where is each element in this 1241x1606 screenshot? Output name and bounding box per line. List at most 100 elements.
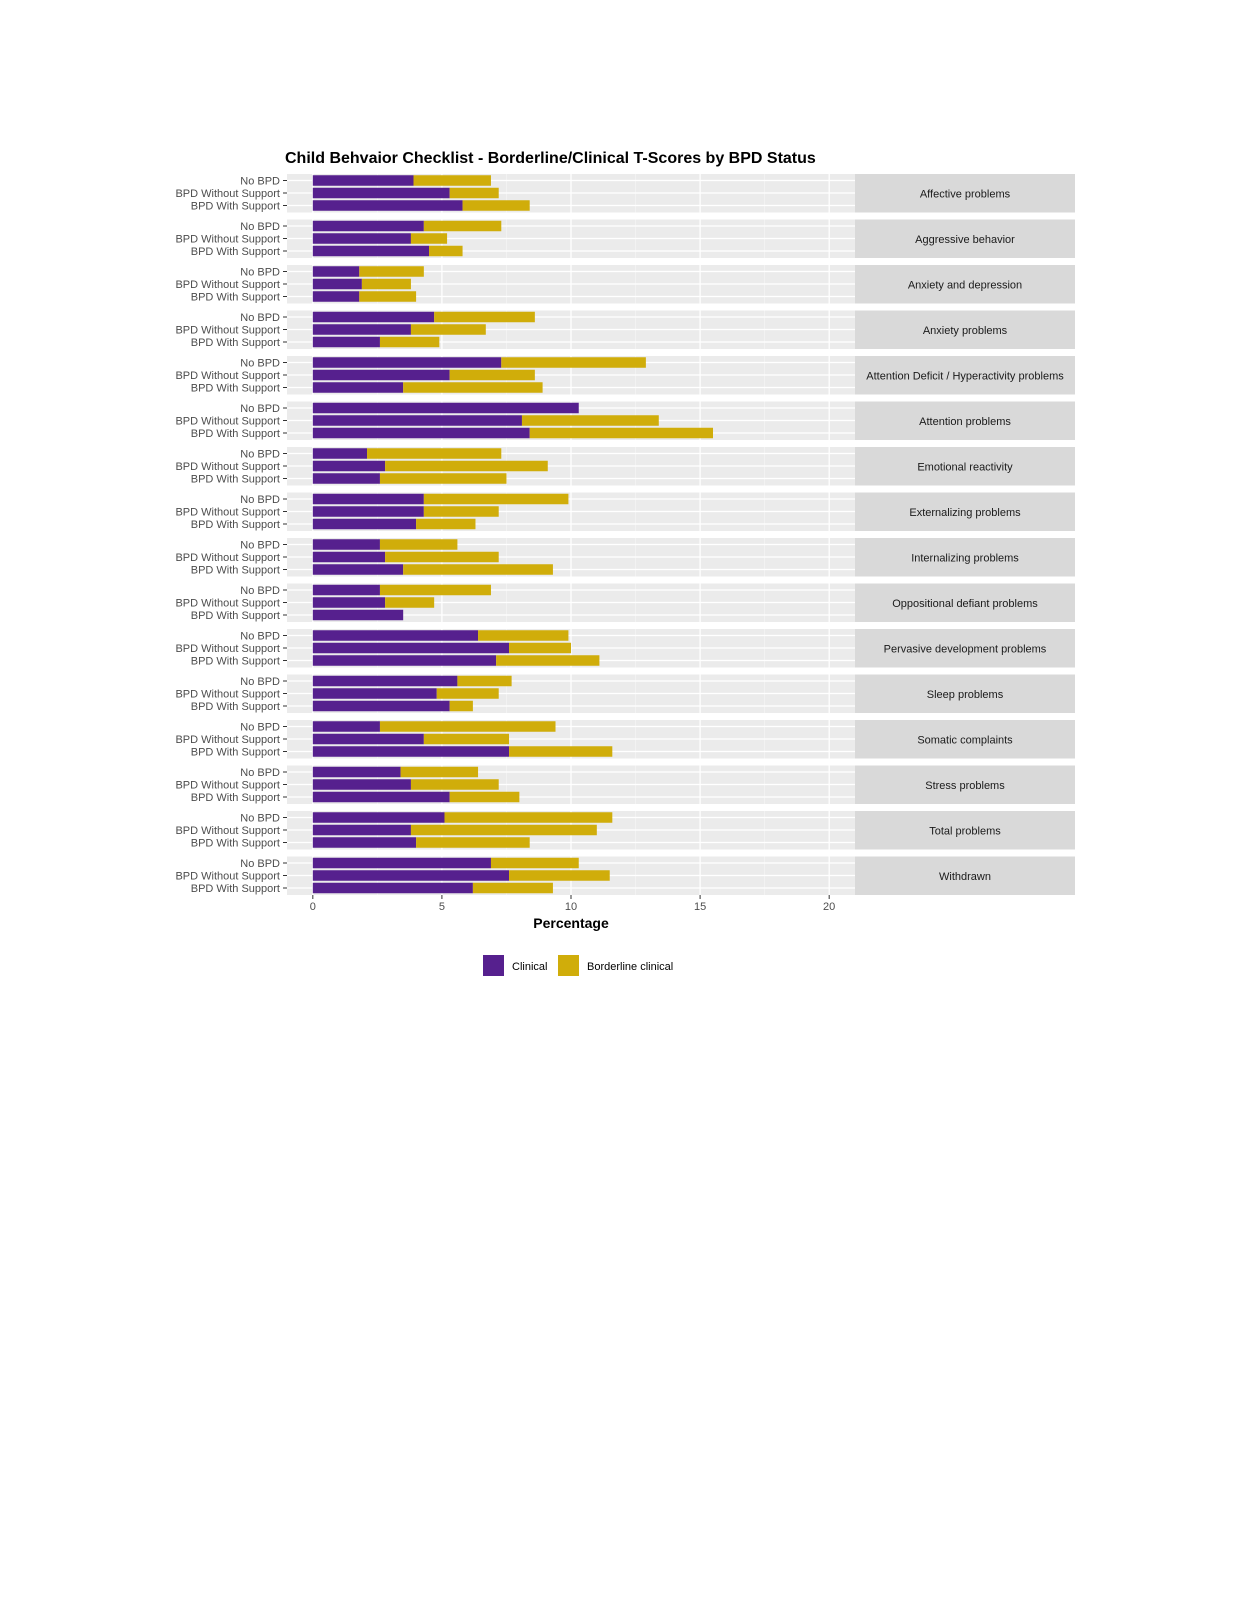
facet-panel [283, 219, 1075, 258]
y-tick-label: No BPD [240, 631, 280, 643]
y-tick-label: BPD With Support [191, 747, 280, 759]
bar-clinical [312, 506, 424, 517]
y-tick-label: No BPD [240, 858, 280, 870]
bar-borderline-clinical [472, 882, 553, 894]
bar-clinical [312, 837, 417, 848]
bar-borderline-clinical [410, 824, 597, 836]
x-axis-title: Percentage [533, 915, 609, 931]
bar-borderline-clinical [449, 700, 473, 712]
y-tick-label: BPD With Support [191, 337, 280, 349]
y-tick-label: BPD With Support [191, 474, 280, 486]
facet-label: Anxiety problems [923, 325, 1008, 337]
bar-borderline-clinical [416, 837, 530, 848]
bar-clinical [312, 882, 473, 894]
facet-strip [855, 310, 1075, 349]
facet-panel [283, 356, 1075, 395]
y-tick-label: BPD With Support [191, 383, 280, 395]
bar-clinical [312, 551, 386, 563]
y-tick-label: No BPD [240, 767, 280, 779]
y-tick-label: No BPD [240, 403, 280, 415]
y-tick-label: BPD Without Support [175, 643, 280, 655]
y-tick-label: BPD Without Support [175, 825, 280, 837]
bar-clinical [312, 688, 437, 699]
bar-borderline-clinical [462, 200, 530, 211]
bar-borderline-clinical [403, 382, 543, 393]
facet-strip [855, 583, 1075, 622]
bar-clinical [312, 324, 411, 335]
facet-strip [855, 811, 1075, 850]
bar-clinical [312, 187, 450, 199]
y-tick-label: No BPD [240, 267, 280, 279]
bar-clinical [312, 584, 380, 596]
bar-clinical [312, 642, 510, 654]
x-tick-label: 20 [823, 901, 835, 913]
y-tick-label: BPD Without Support [175, 871, 280, 883]
legend [483, 955, 579, 976]
bar-borderline-clinical [429, 245, 463, 257]
bar-clinical [312, 655, 497, 666]
bar-clinical [312, 245, 429, 257]
facet-panel [283, 856, 1075, 895]
y-tick-label: No BPD [240, 312, 280, 324]
bar-borderline-clinical [379, 473, 507, 484]
facet-label: Pervasive development problems [884, 643, 1047, 655]
y-tick-label: No BPD [240, 585, 280, 597]
y-tick-label: No BPD [240, 358, 280, 370]
x-tick-label: 0 [310, 901, 316, 913]
bar-clinical [312, 200, 463, 211]
y-tick-label: BPD Without Support [175, 461, 280, 473]
y-tick-label: No BPD [240, 540, 280, 552]
bar-borderline-clinical [400, 766, 479, 778]
bar-clinical [312, 630, 479, 641]
bar-borderline-clinical [423, 506, 499, 517]
facet-panel [283, 492, 1075, 531]
bar-clinical [312, 311, 435, 323]
bar-borderline-clinical [496, 655, 600, 666]
bar-clinical [312, 733, 424, 745]
bar-clinical [312, 597, 386, 608]
bar-clinical [312, 609, 404, 621]
facet-label: Externalizing problems [909, 507, 1021, 519]
y-tick-label: BPD With Support [191, 428, 280, 440]
bar-borderline-clinical [434, 311, 535, 323]
bar-borderline-clinical [449, 791, 520, 803]
bar-borderline-clinical [416, 518, 476, 530]
bar-clinical [312, 824, 411, 836]
bar-borderline-clinical [521, 415, 659, 426]
bar-clinical [312, 779, 411, 790]
y-tick-label: BPD Without Support [175, 234, 280, 246]
y-tick-label: BPD Without Support [175, 734, 280, 746]
facet-label: Aggressive behavior [915, 234, 1015, 246]
bar-clinical [312, 493, 424, 505]
bar-borderline-clinical [410, 233, 448, 244]
bar-clinical [312, 857, 491, 869]
y-tick-label: BPD Without Support [175, 279, 280, 291]
y-tick-label: No BPD [240, 176, 280, 188]
bar-clinical [312, 336, 380, 348]
y-tick-label: BPD With Support [191, 519, 280, 531]
bar-borderline-clinical [379, 539, 458, 550]
bar-clinical [312, 369, 450, 381]
bar-clinical [312, 266, 360, 277]
bar-borderline-clinical [385, 460, 548, 472]
facet-panel [283, 538, 1075, 577]
bar-clinical [312, 233, 411, 244]
y-tick-label: BPD With Support [191, 838, 280, 850]
facet-label: Somatic complaints [917, 734, 1013, 746]
bar-clinical [312, 473, 380, 484]
facet-label: Emotional reactivity [917, 461, 1013, 473]
bar-clinical [312, 564, 404, 575]
bar-borderline-clinical [385, 597, 435, 608]
legend-label-clinical: Clinical [512, 961, 547, 973]
y-tick-label: BPD Without Support [175, 325, 280, 337]
bar-clinical [312, 448, 368, 459]
facet-panel [283, 765, 1075, 804]
facet-strip [855, 856, 1075, 895]
facet-panel [283, 265, 1075, 304]
y-tick-label: BPD Without Support [175, 370, 280, 382]
bar-borderline-clinical [361, 278, 411, 290]
bar-clinical [312, 766, 401, 778]
bar-clinical [312, 291, 360, 302]
facet-label: Total problems [929, 825, 1001, 837]
facet-panel [283, 674, 1075, 713]
